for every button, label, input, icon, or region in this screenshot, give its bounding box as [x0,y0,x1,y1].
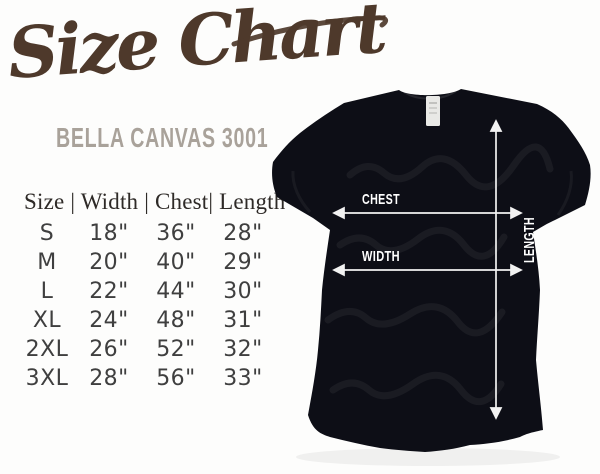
width-cell: 20" [89,250,129,275]
width-label: WIDTH [362,248,400,265]
length-cell: 30" [223,279,263,304]
size-cell: M [37,250,57,275]
width-cell: 26" [89,337,129,362]
width-cell: 28" [89,366,129,391]
size-table: S 18" 36" 28" M 20" 40" 29" L 22" 44" 30… [18,219,276,393]
length-cell: 29" [223,250,263,275]
width-cell: 24" [89,308,129,333]
neck-tag [426,96,440,126]
chest-cell: 52" [156,337,196,362]
product-subtitle: BELLA CANVAS 3001 [56,122,269,153]
size-cell: 3XL [25,366,69,391]
length-cell: 28" [223,221,263,246]
width-cell: 18" [89,221,129,246]
chest-cell: 40" [156,250,196,275]
length-label: LENGTH [521,217,538,263]
size-cell: L [40,279,54,304]
left-sleeve-cuff [291,170,312,214]
length-cell: 33" [223,366,263,391]
size-cell: S [39,221,55,246]
size-table-header: Size | Width | Chest| Length [24,189,286,214]
tshirt-measurement-diagram: CHEST WIDTH LENGTH [272,89,591,466]
width-cell: 22" [89,279,129,304]
chest-label: CHEST [362,191,400,208]
size-cell: XL [32,308,62,333]
length-cell: 31" [223,308,263,333]
title-swash-stroke [231,15,389,47]
right-sleeve-cuff [556,170,573,216]
shirt-shadow [296,448,560,466]
chest-cell: 44" [156,279,196,304]
chest-cell: 48" [156,308,196,333]
chest-cell: 36" [156,221,196,246]
chest-cell: 56" [156,366,196,391]
watermark-squiggles [324,143,554,405]
size-cell: 2XL [25,337,69,362]
length-cell: 32" [223,337,263,362]
